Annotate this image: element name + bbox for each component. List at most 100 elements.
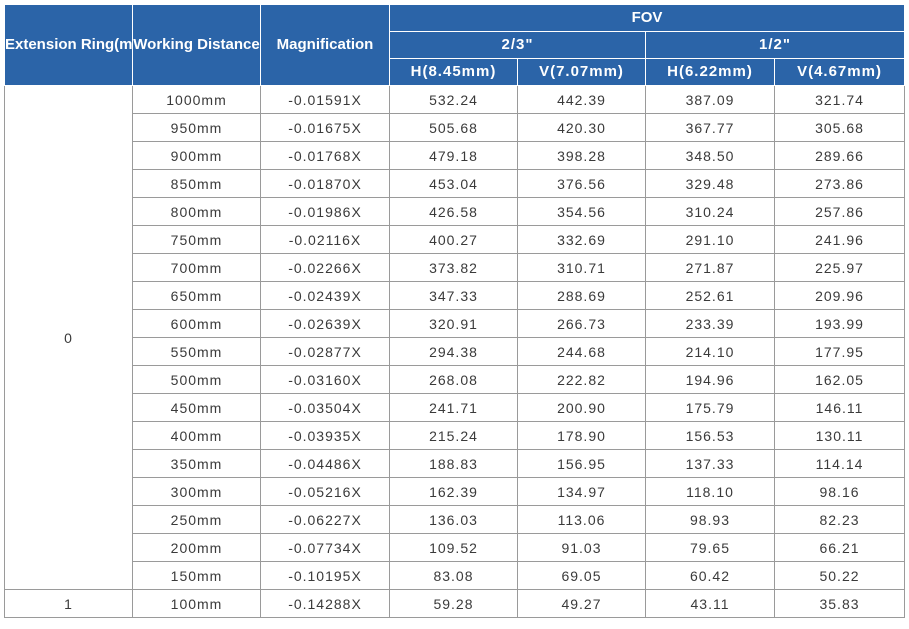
fov-value-cell: 252.61 (645, 281, 775, 310)
working-distance-cell: 1000mm (132, 85, 261, 114)
working-distance-cell: 400mm (132, 421, 261, 450)
table-row: 500mm -0.03160X 268.08 222.82 194.96 162.05 (5, 365, 906, 394)
fov-value-cell: 479.18 (389, 141, 518, 170)
table-row: 200mm -0.07734X 109.52 91.03 79.65 66.21 (5, 533, 906, 562)
fov-value-cell: 162.39 (389, 477, 518, 506)
working-distance-cell: 550mm (132, 337, 261, 366)
table-row: 250mm -0.06227X 136.03 113.06 98.93 82.23 (5, 505, 906, 534)
working-distance-cell: 350mm (132, 449, 261, 478)
fov-value-cell: 209.96 (773, 281, 906, 310)
table-body: 0 1000mm -0.01591X 532.24 442.39 387.09 321.74… (4, 85, 906, 618)
fov-value-cell: 177.95 (773, 337, 906, 366)
fov-value-cell: 532.24 (389, 85, 518, 114)
header-fov: FOV (388, 4, 906, 32)
magnification-cell: -0.02439X (260, 281, 390, 310)
fov-value-cell: 114.14 (773, 449, 906, 478)
table-header: Extension Ring(mm) Working Distance Magn… (4, 4, 906, 86)
header-extension-ring: Extension Ring(mm) (4, 4, 133, 86)
fov-value-cell: 376.56 (517, 169, 646, 198)
fov-value-cell: 215.24 (389, 421, 518, 450)
fov-value-cell: 156.53 (645, 421, 775, 450)
fov-value-cell: 241.96 (773, 225, 906, 254)
table-row: 300mm -0.05216X 162.39 134.97 118.10 98.16 (5, 477, 906, 506)
table-row: 700mm -0.02266X 373.82 310.71 271.87 225.97 (5, 253, 906, 282)
fov-value-cell: 442.39 (517, 85, 646, 114)
fov-value-cell: 505.68 (389, 113, 518, 142)
table-row: 450mm -0.03504X 241.71 200.90 175.79 146.11 (5, 393, 906, 422)
fov-value-cell: 320.91 (389, 309, 518, 338)
table-row: 550mm -0.02877X 294.38 244.68 214.10 177.95 (5, 337, 906, 366)
magnification-cell: -0.07734X (260, 533, 390, 562)
magnification-cell: -0.02877X (260, 337, 390, 366)
header-col-v-7-07: V(7.07mm) (517, 58, 646, 86)
magnification-cell: -0.06227X (260, 505, 390, 534)
magnification-cell: -0.01675X (260, 113, 390, 142)
fov-value-cell: 50.22 (773, 561, 906, 590)
fov-value-cell: 214.10 (645, 337, 775, 366)
fov-value-cell: 233.39 (645, 309, 775, 338)
fov-value-cell: 59.28 (389, 589, 518, 618)
magnification-cell: -0.02639X (260, 309, 390, 338)
fov-spec-table: Extension Ring(mm) Working Distance Magn… (4, 4, 906, 618)
fov-value-cell: 156.95 (517, 449, 646, 478)
table-row: 850mm -0.01870X 453.04 376.56 329.48 273.86 (5, 169, 906, 198)
fov-value-cell: 321.74 (773, 85, 906, 114)
fov-value-cell: 329.48 (645, 169, 775, 198)
fov-value-cell: 222.82 (517, 365, 646, 394)
fov-value-cell: 289.66 (773, 141, 906, 170)
fov-value-cell: 98.93 (645, 505, 775, 534)
fov-value-cell: 109.52 (389, 533, 518, 562)
magnification-cell: -0.03504X (260, 393, 390, 422)
header-working-distance: Working Distance (132, 4, 261, 86)
working-distance-cell: 850mm (132, 169, 261, 198)
extension-ring-cell: 1 (4, 589, 133, 618)
working-distance-cell: 800mm (132, 197, 261, 226)
fov-value-cell: 426.58 (389, 197, 518, 226)
fov-value-cell: 348.50 (645, 141, 775, 170)
fov-value-cell: 225.97 (773, 253, 906, 282)
fov-value-cell: 35.83 (773, 589, 906, 618)
fov-value-cell: 130.11 (773, 421, 906, 450)
magnification-cell: -0.02116X (260, 225, 390, 254)
fov-value-cell: 453.04 (389, 169, 518, 198)
magnification-cell: -0.05216X (260, 477, 390, 506)
table-row: 400mm -0.03935X 215.24 178.90 156.53 130.11 (5, 421, 906, 450)
fov-value-cell: 420.30 (517, 113, 646, 142)
working-distance-cell: 200mm (132, 533, 261, 562)
fov-value-cell: 268.08 (389, 365, 518, 394)
table-row: 0 1000mm -0.01591X 532.24 442.39 387.09 321.74 (4, 85, 906, 590)
table-row: 1 100mm -0.14288X 59.28 49.27 43.11 35.83 (4, 589, 906, 618)
table-row: 600mm -0.02639X 320.91 266.73 233.39 193.99 (5, 309, 906, 338)
fov-value-cell: 136.03 (389, 505, 518, 534)
fov-value-cell: 294.38 (389, 337, 518, 366)
fov-value-cell: 188.83 (389, 449, 518, 478)
table-row: 350mm -0.04486X 188.83 156.95 137.33 114.14 (5, 449, 906, 478)
fov-value-cell: 193.99 (773, 309, 906, 338)
fov-value-cell: 332.69 (517, 225, 646, 254)
working-distance-cell: 950mm (132, 113, 261, 142)
table-row: 950mm -0.01675X 505.68 420.30 367.77 305.68 (5, 113, 906, 142)
fov-value-cell: 118.10 (645, 477, 775, 506)
fov-value-cell: 200.90 (517, 393, 646, 422)
fov-value-cell: 79.65 (645, 533, 775, 562)
fov-value-cell: 178.90 (517, 421, 646, 450)
table-row: 750mm -0.02116X 400.27 332.69 291.10 241.96 (5, 225, 906, 254)
table-row: 800mm -0.01986X 426.58 354.56 310.24 257.86 (5, 197, 906, 226)
fov-value-cell: 69.05 (517, 561, 646, 590)
magnification-cell: -0.01870X (260, 169, 390, 198)
fov-value-cell: 310.71 (517, 253, 646, 282)
fov-value-cell: 387.09 (645, 85, 775, 114)
fov-value-cell: 347.33 (389, 281, 518, 310)
table-row: 900mm -0.01768X 479.18 398.28 348.50 289.66 (5, 141, 906, 170)
magnification-cell: -0.01986X (260, 197, 390, 226)
magnification-cell: -0.01768X (260, 141, 390, 170)
magnification-cell: -0.10195X (260, 561, 390, 590)
fov-value-cell: 373.82 (389, 253, 518, 282)
working-distance-cell: 500mm (132, 365, 261, 394)
header-col-h-6-22: H(6.22mm) (645, 58, 775, 86)
fov-value-cell: 271.87 (645, 253, 775, 282)
fov-value-cell: 305.68 (773, 113, 906, 142)
table-row: 650mm -0.02439X 347.33 288.69 252.61 209.96 (5, 281, 906, 310)
fov-value-cell: 43.11 (645, 589, 775, 618)
header-col-v-4-67: V(4.67mm) (773, 58, 906, 86)
